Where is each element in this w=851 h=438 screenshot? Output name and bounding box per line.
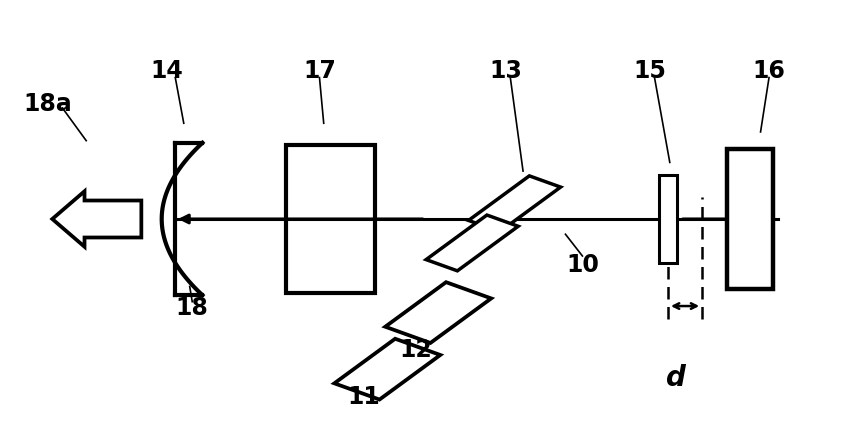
Polygon shape: [469, 176, 561, 232]
Bar: [659, 176, 677, 262]
Text: 18: 18: [176, 296, 208, 320]
Text: 16: 16: [752, 59, 785, 83]
Text: d: d: [665, 364, 686, 392]
Text: 14: 14: [151, 59, 183, 83]
Text: 11: 11: [347, 385, 380, 410]
Bar: [727, 149, 774, 289]
Text: 12: 12: [399, 338, 431, 361]
FancyArrow shape: [52, 191, 141, 247]
Text: 13: 13: [489, 59, 523, 83]
Bar: [286, 145, 374, 293]
Text: 18a: 18a: [24, 92, 72, 116]
Text: 10: 10: [566, 253, 599, 277]
Polygon shape: [426, 215, 518, 271]
Polygon shape: [386, 282, 491, 343]
Polygon shape: [334, 339, 440, 399]
Text: 17: 17: [303, 59, 336, 83]
Text: 15: 15: [634, 59, 666, 83]
